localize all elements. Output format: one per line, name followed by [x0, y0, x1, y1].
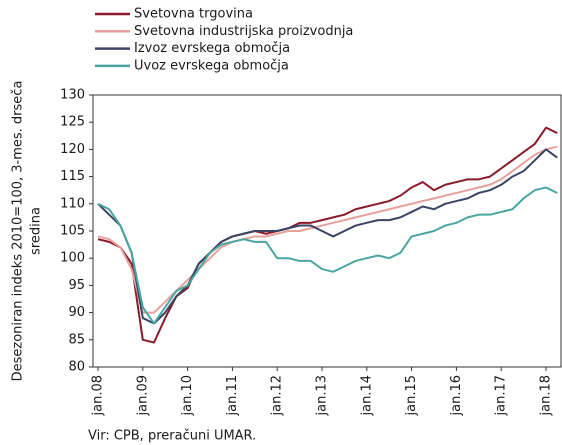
line-series	[97, 145, 558, 314]
legend-label: Svetovna industrijska proizvodnja	[134, 24, 353, 39]
y-tick-label: 110	[60, 196, 85, 211]
y-tick-label: 95	[68, 278, 85, 293]
y-tick-label: 120	[60, 142, 85, 157]
y-tick-label: 115	[60, 169, 85, 184]
y-tick-label: 90	[68, 305, 85, 320]
x-tick-label: jan.18	[539, 375, 554, 417]
plot-frame	[92, 94, 562, 368]
x-tick-label: jan.17	[494, 375, 509, 417]
y-tick-label: 130	[60, 88, 85, 103]
x-tick-label: jan.10	[180, 375, 195, 417]
y-axis-label: sredina	[29, 207, 44, 255]
x-tick-label: jan.09	[135, 375, 150, 417]
x-tick-label: jan.11	[225, 375, 240, 417]
y-tick-label: 100	[60, 251, 85, 266]
x-tick-label: jan.08	[91, 375, 106, 417]
legend-label: Izvoz evrskega območja	[134, 41, 290, 56]
line-series	[97, 148, 558, 325]
legend-label: Svetovna trgovina	[134, 7, 253, 22]
y-tick-label: 105	[60, 224, 85, 239]
y-tick-label: 80	[68, 360, 85, 375]
x-tick-label: jan.14	[359, 375, 374, 417]
x-tick-label: jan.15	[404, 375, 419, 417]
y-axis-label: Desezoniran indeks 2010=100, 3-mes. drse…	[11, 81, 26, 382]
y-tick-label: 85	[68, 332, 85, 347]
line-series	[97, 186, 558, 325]
x-tick-label: jan.13	[315, 375, 330, 417]
source: Vir: CPB, preračuni UMAR.	[88, 429, 256, 444]
legend-label: Uvoz evrskega območja	[134, 58, 289, 73]
x-tick-label: jan.16	[449, 375, 464, 417]
y-tick-label: 125	[60, 115, 85, 130]
x-tick-label: jan.12	[270, 375, 285, 417]
